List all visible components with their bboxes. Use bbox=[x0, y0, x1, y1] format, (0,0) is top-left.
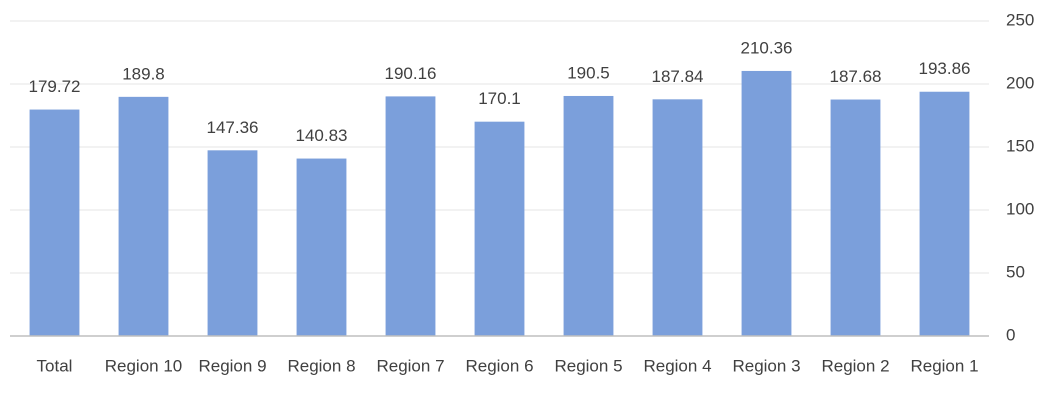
data-label: 179.72 bbox=[29, 77, 81, 96]
x-tick-label: Region 3 bbox=[732, 356, 800, 375]
x-tick-label: Region 8 bbox=[287, 356, 355, 375]
data-label: 190.5 bbox=[567, 63, 610, 82]
data-label: 193.86 bbox=[919, 59, 971, 78]
y-tick-label: 50 bbox=[1006, 262, 1025, 281]
bar bbox=[385, 96, 436, 336]
data-label: 147.36 bbox=[207, 118, 259, 137]
bar bbox=[296, 158, 347, 336]
x-tick-label: Region 4 bbox=[643, 356, 711, 375]
bar bbox=[29, 109, 80, 337]
data-label: 187.84 bbox=[652, 67, 704, 86]
x-tick-label: Region 6 bbox=[465, 356, 533, 375]
bar bbox=[563, 95, 614, 336]
bar bbox=[830, 99, 881, 337]
y-tick-label: 200 bbox=[1006, 73, 1034, 92]
data-label: 187.68 bbox=[830, 67, 882, 86]
bar bbox=[652, 99, 703, 337]
x-tick-label: Region 10 bbox=[105, 356, 183, 375]
y-tick-label: 250 bbox=[1006, 10, 1034, 29]
bar bbox=[474, 121, 525, 336]
bar bbox=[919, 91, 970, 337]
x-tick-label: Region 2 bbox=[821, 356, 889, 375]
x-tick-label: Region 5 bbox=[554, 356, 622, 375]
y-tick-label: 100 bbox=[1006, 199, 1034, 218]
data-label: 210.36 bbox=[741, 38, 793, 57]
y-tick-label: 150 bbox=[1006, 136, 1034, 155]
bar bbox=[207, 150, 258, 336]
x-tick-label: Region 9 bbox=[198, 356, 266, 375]
y-tick-label: 0 bbox=[1006, 325, 1015, 344]
data-label: 140.83 bbox=[296, 126, 348, 145]
x-tick-label: Total bbox=[37, 356, 73, 375]
bar bbox=[741, 70, 792, 336]
data-label: 189.8 bbox=[122, 64, 165, 83]
x-tick-label: Region 7 bbox=[376, 356, 444, 375]
bar bbox=[118, 96, 169, 337]
data-label: 170.1 bbox=[478, 89, 521, 108]
x-tick-label: Region 1 bbox=[910, 356, 978, 375]
data-label: 190.16 bbox=[385, 64, 437, 83]
